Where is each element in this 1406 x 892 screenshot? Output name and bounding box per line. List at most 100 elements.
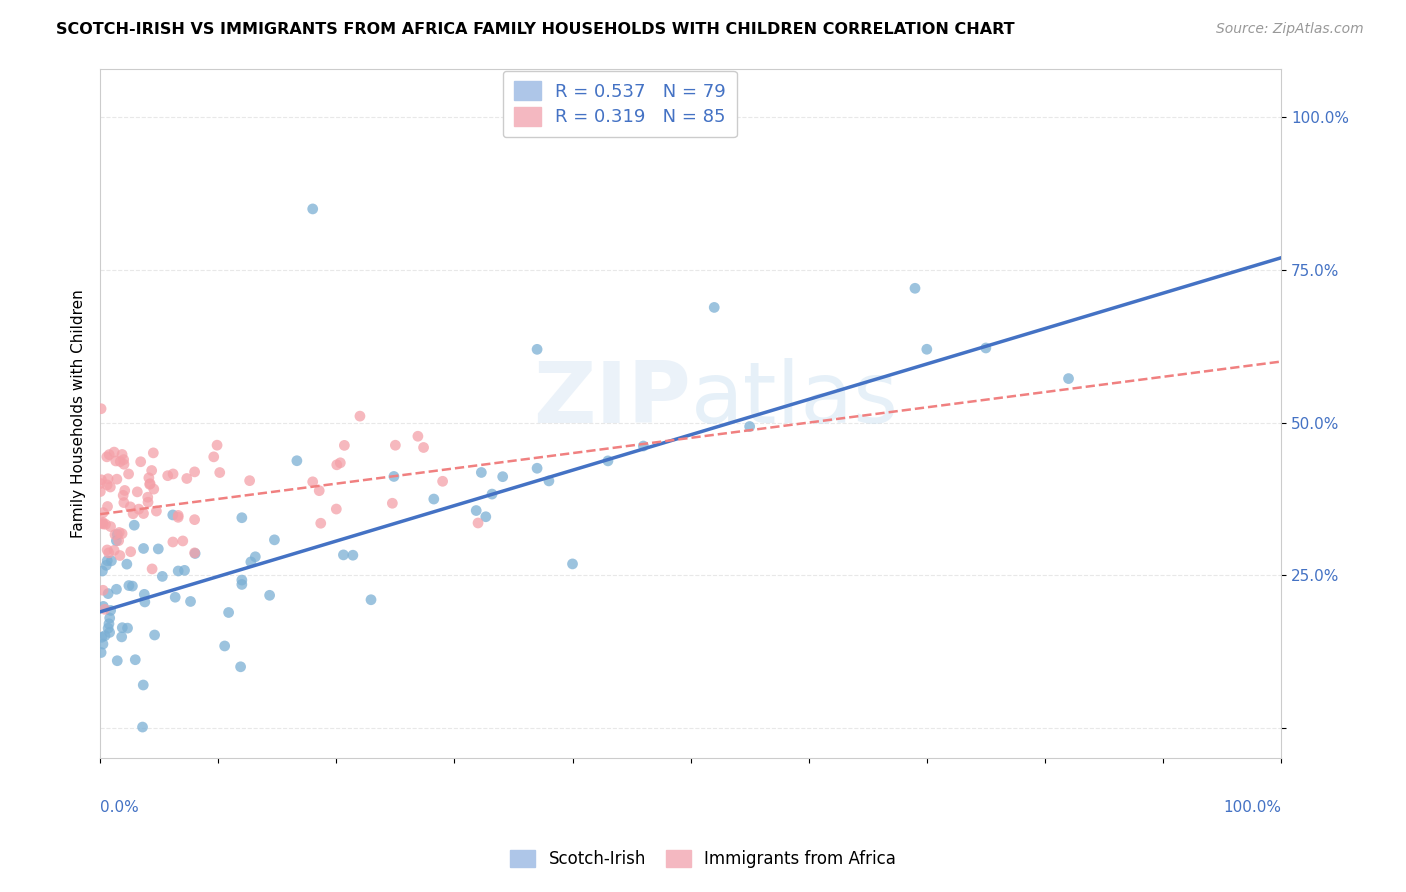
Point (381, 496, 404, 510)
Point (183, 465, 205, 479)
Point (110, 454, 132, 468)
Point (231, 573, 253, 587)
Point (120, 545, 142, 559)
Point (325, 502, 347, 516)
Point (100, 603, 122, 617)
Point (91, 599, 114, 614)
Point (332, 548, 354, 562)
Point (98, 611, 121, 625)
Point (205, 438, 228, 452)
Point (139, 476, 162, 491)
Point (100, 554, 122, 568)
Point (122, 518, 145, 533)
Text: atlas: atlas (690, 359, 898, 442)
Point (263, 533, 285, 547)
Point (904, 281, 927, 295)
Point (412, 441, 434, 455)
Point (112, 488, 135, 502)
Point (103, 445, 125, 459)
Point (974, 341, 997, 355)
Point (167, 564, 190, 578)
Point (108, 549, 131, 563)
Point (97, 616, 120, 631)
Point (309, 516, 332, 531)
Point (105, 582, 128, 597)
Point (162, 508, 184, 522)
Point (132, 541, 155, 556)
Point (470, 466, 492, 480)
Point (145, 504, 167, 518)
Point (406, 429, 429, 443)
Point (107, 533, 129, 548)
Point (231, 577, 253, 591)
Point (96, 478, 118, 492)
Point (301, 202, 323, 216)
Point (1057, 371, 1080, 385)
Text: Source: ZipAtlas.com: Source: ZipAtlas.com (1216, 22, 1364, 37)
Point (183, 513, 205, 527)
Point (703, 301, 725, 315)
Text: 100.0%: 100.0% (1223, 800, 1281, 814)
Point (127, 484, 149, 499)
Point (104, 454, 127, 468)
Point (111, 526, 134, 541)
Point (91, 516, 114, 531)
Point (112, 452, 135, 467)
Point (121, 579, 143, 593)
Point (97, 586, 120, 600)
Point (382, 469, 405, 483)
Point (326, 458, 349, 472)
Point (162, 467, 184, 481)
Point (561, 557, 583, 571)
Point (134, 595, 156, 609)
Point (120, 500, 142, 514)
Point (180, 594, 202, 608)
Point (93, 602, 115, 616)
Point (97, 472, 120, 486)
Point (537, 474, 560, 488)
Point (633, 439, 655, 453)
Legend: Scotch-Irish, Immigrants from Africa: Scotch-Irish, Immigrants from Africa (503, 843, 903, 875)
Point (138, 477, 160, 491)
Point (112, 457, 135, 471)
Point (738, 419, 761, 434)
Point (89, 484, 111, 499)
Point (105, 654, 128, 668)
Point (100, 519, 122, 533)
Point (108, 525, 131, 540)
Point (915, 343, 938, 357)
Text: ZIP: ZIP (533, 359, 690, 442)
Point (596, 454, 619, 468)
Point (167, 508, 190, 523)
Point (183, 546, 205, 560)
Point (349, 409, 371, 424)
Point (89, 476, 111, 491)
Point (136, 495, 159, 509)
Point (360, 592, 382, 607)
Point (104, 527, 127, 541)
Point (475, 509, 498, 524)
Point (231, 510, 253, 524)
Point (229, 660, 252, 674)
Point (94, 629, 117, 643)
Point (162, 535, 184, 549)
Point (105, 533, 128, 548)
Point (285, 454, 308, 468)
Point (98, 480, 121, 494)
Point (118, 578, 141, 592)
Point (172, 533, 194, 548)
Point (141, 562, 163, 576)
Point (481, 487, 503, 501)
Point (259, 588, 281, 602)
Point (96, 558, 118, 573)
Point (245, 549, 267, 564)
Point (122, 507, 145, 521)
Point (148, 541, 170, 556)
Point (105, 527, 128, 541)
Point (91, 515, 114, 529)
Point (218, 606, 240, 620)
Point (432, 475, 454, 489)
Point (128, 502, 150, 516)
Point (526, 343, 548, 357)
Point (214, 639, 236, 653)
